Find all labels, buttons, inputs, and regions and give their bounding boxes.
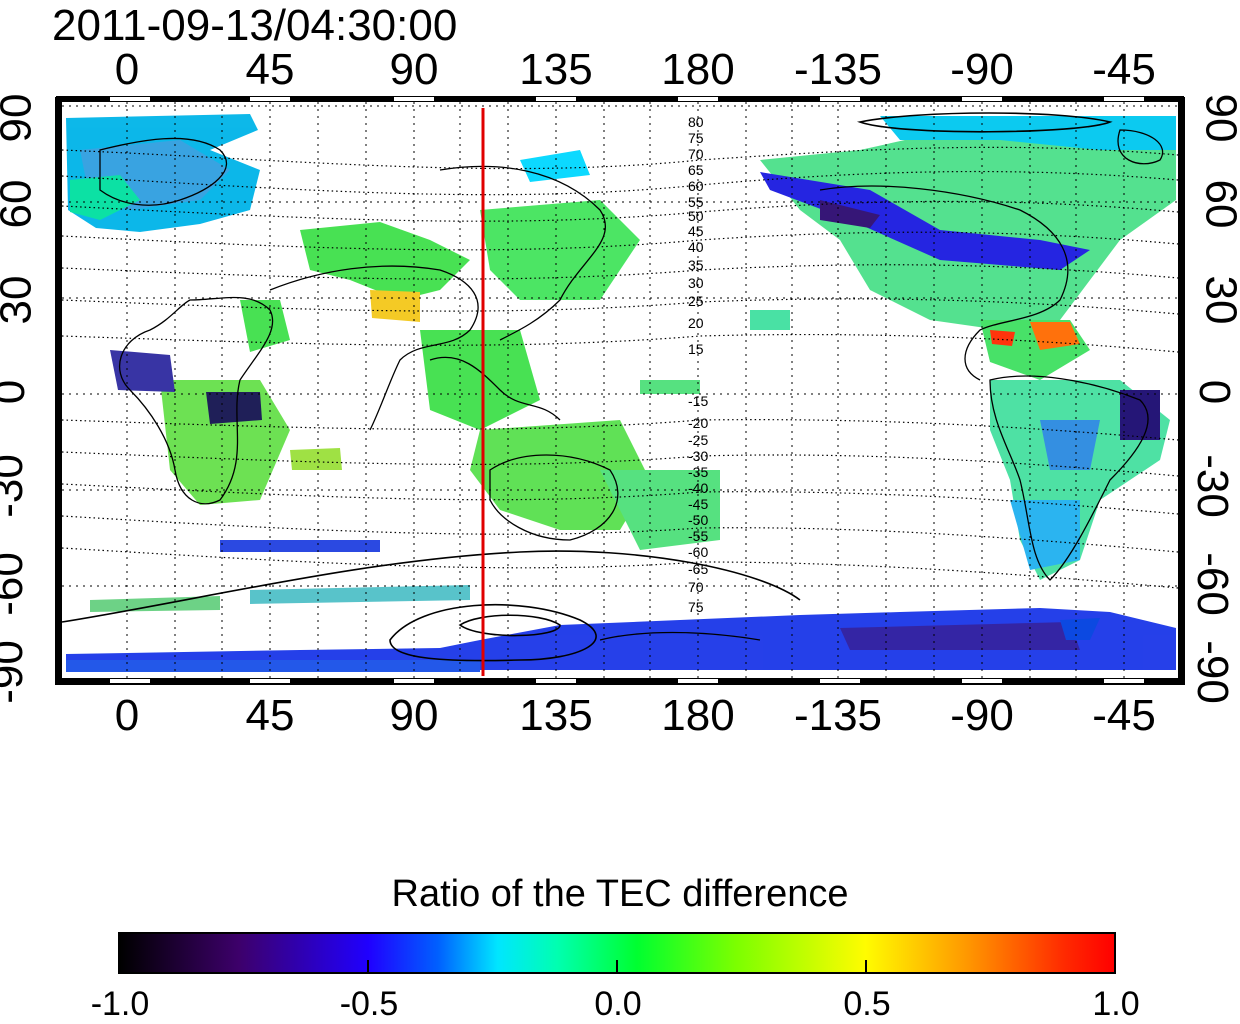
bottom-lon-tick: -45	[1092, 691, 1156, 740]
contour-label: 65	[688, 162, 704, 178]
contour-label: -25	[688, 432, 708, 448]
map-grid	[62, 102, 1178, 678]
top-lon-tick: 45	[245, 45, 295, 94]
top-lon-tick: 90	[389, 45, 439, 94]
contour-label: -60	[688, 544, 708, 560]
contour-label: -65	[688, 561, 708, 577]
bottom-lon-tick: 135	[519, 691, 593, 740]
contour-label: -20	[688, 415, 708, 431]
bottom-lon-tick: 90	[389, 691, 439, 740]
map-title: 2011-09-13/04:30:00	[52, 1, 458, 50]
colorbar-tick: -0.5	[339, 985, 399, 1023]
colorbar-tick-mark	[616, 960, 618, 974]
contour-labels: 80 75 70 65 60 55 50 45 40 35 30 25 20 1…	[688, 114, 708, 615]
colorbar-tick: -1.0	[90, 985, 150, 1023]
contour-label: 15	[688, 341, 704, 357]
contour-label: 70	[688, 579, 704, 595]
tec-map: 80 75 70 65 60 55 50 45 40 35 30 25 20 1…	[55, 96, 1185, 685]
contour-label: -55	[688, 528, 708, 544]
top-lon-tick: 180	[661, 45, 735, 94]
bottom-lon-tick: 180	[661, 691, 735, 740]
colorbar-tick: 0.5	[843, 985, 891, 1023]
bottom-lon-tick: -90	[950, 691, 1014, 740]
contour-label: 30	[688, 275, 704, 291]
colorbar-tick-mark	[865, 960, 867, 974]
contour-label: 75	[688, 599, 704, 615]
solid-contours	[61, 112, 1113, 662]
colorbar-title: Ratio of the TEC difference	[391, 873, 849, 915]
top-lon-tick: -90	[950, 45, 1014, 94]
contour-label: 55	[688, 194, 704, 210]
contour-label: -15	[688, 393, 708, 409]
contour-label: 75	[688, 130, 704, 146]
colorbar-tick-mark	[367, 960, 369, 974]
coastlines	[99, 129, 1164, 641]
bottom-lon-tick: 45	[245, 691, 295, 740]
contour-label: 45	[688, 223, 704, 239]
tec-data	[66, 114, 1176, 672]
contour-label: 25	[688, 293, 704, 309]
bottom-lon-tick: -135	[793, 691, 883, 740]
contour-label: -30	[688, 448, 708, 464]
contour-label: 70	[688, 146, 704, 162]
top-lon-tick: 0	[114, 45, 140, 94]
contour-label: -40	[688, 480, 708, 496]
top-lon-tick: -135	[793, 45, 883, 94]
frame-bars	[56, 96, 1184, 684]
contour-label: 40	[688, 239, 704, 255]
colorbar-tick: 0.0	[594, 985, 642, 1023]
colorbar-tick: 1.0	[1092, 985, 1140, 1023]
contour-label: 20	[688, 315, 704, 331]
contour-label: -50	[688, 512, 708, 528]
contour-label: 50	[688, 208, 704, 224]
top-lon-tick: 135	[519, 45, 593, 94]
contour-label: -35	[688, 464, 708, 480]
contour-label: 80	[688, 114, 704, 130]
top-lon-tick: -45	[1092, 45, 1156, 94]
bottom-lon-tick: 0	[114, 691, 140, 740]
contour-label: -45	[688, 496, 708, 512]
contour-label: 60	[688, 178, 704, 194]
contour-label: 35	[688, 257, 704, 273]
